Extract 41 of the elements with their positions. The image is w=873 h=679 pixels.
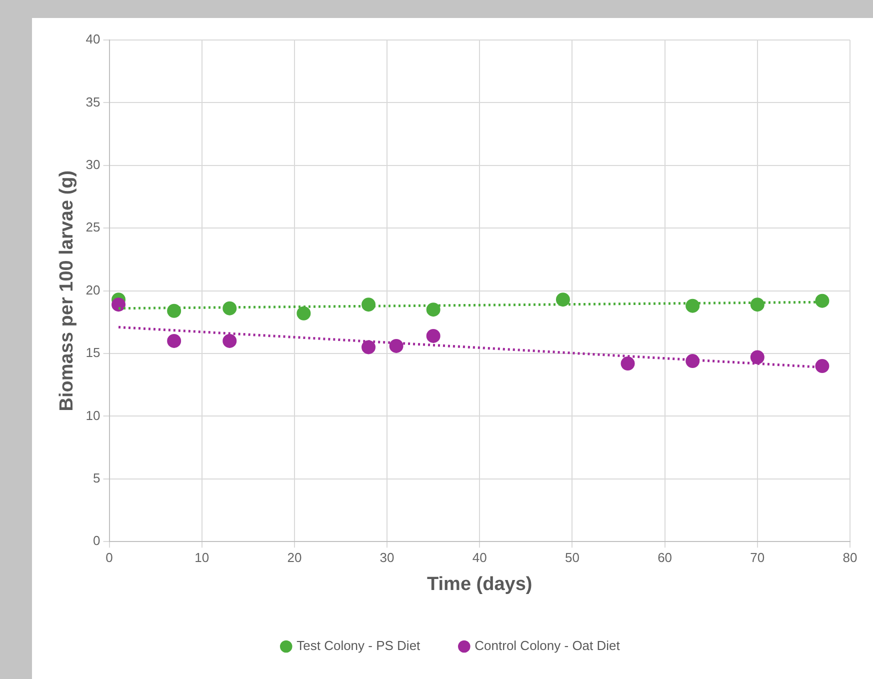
y-tick-label: 20 — [86, 282, 100, 298]
point — [362, 298, 376, 312]
x-tick-label: 70 — [750, 550, 765, 565]
y-tick-label: 25 — [86, 220, 100, 235]
point — [296, 306, 311, 320]
y-tick-label: 0 — [93, 533, 100, 548]
point — [815, 294, 830, 308]
x-tick-label: 20 — [287, 550, 302, 565]
point — [686, 298, 700, 313]
x-tick-label: 40 — [472, 550, 487, 565]
y-tick-label: 40 — [86, 32, 100, 47]
legend-label: Test Colony - PS Diet — [296, 638, 421, 654]
point — [426, 328, 440, 343]
point — [112, 298, 126, 312]
point — [167, 334, 182, 348]
x-tick-label: 80 — [842, 550, 858, 565]
legend-label: Control Colony - Oat Diet — [474, 638, 620, 654]
x-tick-label: 0 — [106, 550, 113, 565]
point — [362, 340, 376, 354]
y-axis-title: Biomass per 100 larvae (g) — [56, 170, 78, 412]
x-tick-label: 60 — [658, 550, 672, 565]
y-tick-label: 30 — [86, 156, 100, 172]
point — [620, 356, 635, 371]
point — [222, 334, 237, 348]
y-tick-label: 10 — [86, 408, 100, 423]
point — [815, 359, 830, 374]
point — [389, 338, 404, 353]
point — [222, 301, 237, 316]
x-tick-label: 10 — [194, 550, 210, 565]
point — [750, 350, 764, 364]
x-tick-label: 30 — [380, 550, 394, 565]
y-tick-label: 35 — [86, 94, 100, 110]
point — [167, 304, 182, 318]
y-tick-label: 5 — [93, 470, 100, 486]
point — [750, 298, 764, 312]
x-axis-title: Time (days) — [427, 574, 532, 595]
point — [426, 302, 440, 317]
x-tick-label: 50 — [564, 550, 580, 565]
y-tick-label: 15 — [86, 345, 100, 360]
point — [556, 292, 570, 307]
point — [686, 354, 700, 368]
